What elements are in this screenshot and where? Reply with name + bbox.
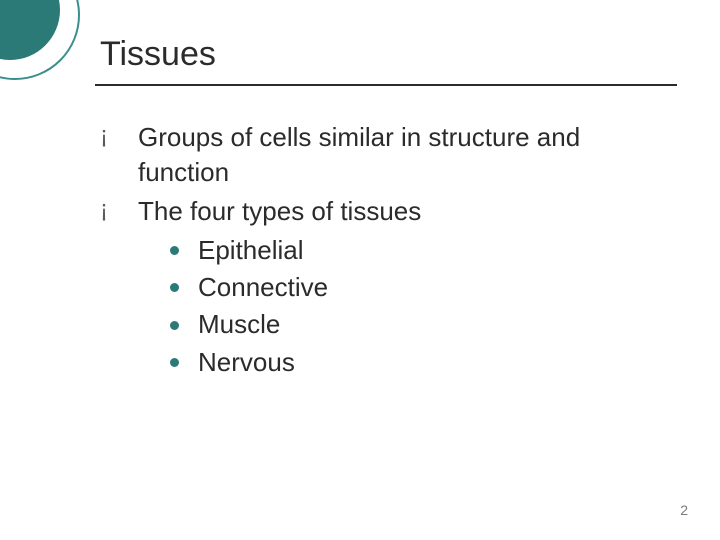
open-circle-bullet-icon: ¡ — [100, 194, 138, 226]
dot-bullet-icon — [170, 283, 198, 292]
sub-bullet-text: Nervous — [198, 345, 295, 380]
sub-bullet-item: Muscle — [170, 307, 660, 342]
dot-bullet-icon — [170, 321, 198, 330]
bullet-item: ¡ The four types of tissues — [100, 194, 660, 229]
sub-bullet-item: Epithelial — [170, 233, 660, 268]
slide-title: Tissues — [100, 35, 216, 74]
sub-bullet-text: Epithelial — [198, 233, 304, 268]
dot-bullet-icon — [170, 358, 198, 367]
page-number: 2 — [680, 502, 688, 518]
sub-bullet-item: Nervous — [170, 345, 660, 380]
bullet-text: The four types of tissues — [138, 194, 660, 229]
slide-content: ¡ Groups of cells similar in structure a… — [100, 120, 660, 382]
sub-bullet-text: Connective — [198, 270, 328, 305]
sub-bullet-text: Muscle — [198, 307, 280, 342]
open-circle-bullet-icon: ¡ — [100, 120, 138, 152]
title-underline — [95, 84, 677, 86]
bullet-item: ¡ Groups of cells similar in structure a… — [100, 120, 660, 190]
dot-bullet-icon — [170, 246, 198, 255]
sub-bullet-item: Connective — [170, 270, 660, 305]
bullet-text: Groups of cells similar in structure and… — [138, 120, 660, 190]
